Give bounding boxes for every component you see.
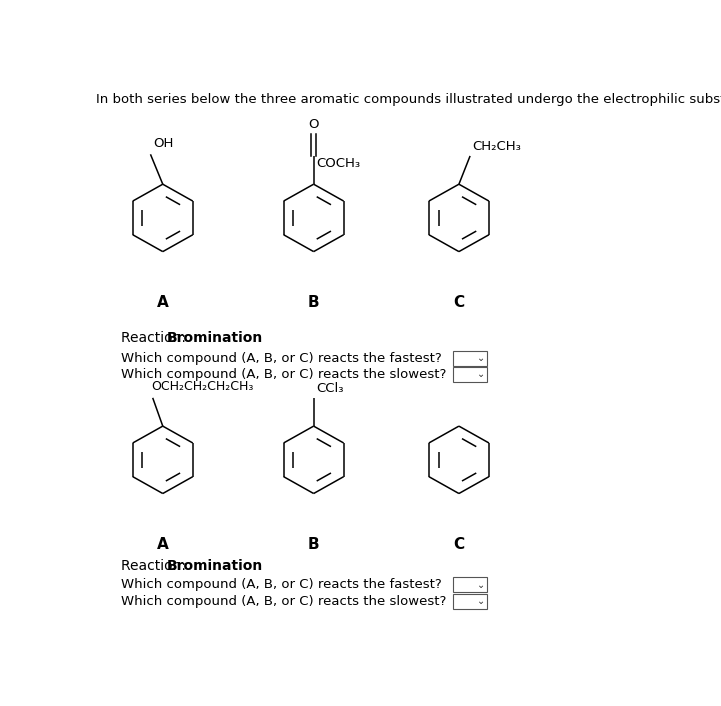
Text: COCH₃: COCH₃ (317, 157, 360, 170)
Text: ⌄: ⌄ (477, 369, 485, 379)
Text: B: B (308, 537, 319, 551)
FancyBboxPatch shape (454, 367, 487, 382)
Text: Bromination: Bromination (167, 330, 263, 345)
Text: OH: OH (154, 137, 174, 150)
FancyBboxPatch shape (454, 578, 487, 592)
Text: C: C (454, 294, 464, 310)
Text: B: B (308, 294, 319, 310)
Text: A: A (157, 537, 169, 551)
Text: C: C (454, 537, 464, 551)
Text: Which compound (A, B, or C) reacts the fastest?: Which compound (A, B, or C) reacts the f… (121, 352, 441, 365)
Text: Which compound (A, B, or C) reacts the fastest?: Which compound (A, B, or C) reacts the f… (121, 578, 441, 592)
Text: O: O (309, 119, 319, 131)
Text: CH₂CH₃: CH₂CH₃ (472, 140, 521, 152)
Text: ⌄: ⌄ (477, 353, 485, 363)
Text: ⌄: ⌄ (477, 596, 485, 606)
Text: In both series below the three aromatic compounds illustrated undergo the electr: In both series below the three aromatic … (96, 93, 721, 106)
Text: Which compound (A, B, or C) reacts the slowest?: Which compound (A, B, or C) reacts the s… (121, 594, 446, 608)
Text: Reaction:: Reaction: (121, 330, 190, 345)
Text: OCH₂CH₂CH₂CH₃: OCH₂CH₂CH₂CH₃ (151, 381, 254, 393)
FancyBboxPatch shape (454, 351, 487, 366)
Text: Bromination: Bromination (167, 559, 263, 573)
Text: Which compound (A, B, or C) reacts the slowest?: Which compound (A, B, or C) reacts the s… (121, 368, 446, 381)
Text: A: A (157, 294, 169, 310)
Text: Reaction:: Reaction: (121, 559, 190, 573)
Text: CCl₃: CCl₃ (317, 381, 344, 395)
Text: ⌄: ⌄ (477, 580, 485, 590)
FancyBboxPatch shape (454, 594, 487, 609)
